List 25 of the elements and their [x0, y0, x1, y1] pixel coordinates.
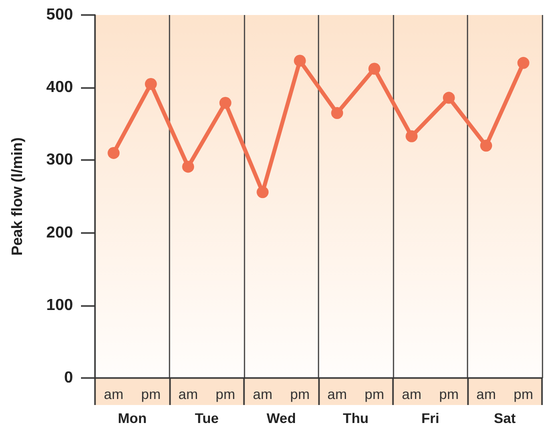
y-tick-label: 400 — [46, 79, 74, 96]
x-tick-label: pm — [290, 386, 310, 402]
y-tick-label: 0 — [64, 370, 74, 386]
x-tick-label: am — [178, 386, 198, 402]
text: Mon — [118, 410, 147, 426]
x-tick-label: am — [402, 386, 422, 402]
x-tick-label: pm — [439, 386, 459, 402]
y-tick-label: 100 — [46, 296, 74, 314]
text: Tue — [194, 410, 219, 426]
y-tick-label: 200 — [46, 224, 74, 242]
x-tick-label: am — [476, 386, 496, 402]
text: Wed — [266, 410, 296, 426]
x-tick-label: am — [104, 386, 124, 402]
y-tick-label: 500 — [46, 6, 74, 24]
y-axis-title: Peak flow (l/min) — [9, 137, 26, 256]
text: Fri — [421, 410, 440, 426]
x-tick-label: pm — [141, 386, 161, 402]
text: Thu — [342, 410, 369, 426]
x-tick-label: pm — [216, 386, 236, 402]
x-tick-label: am — [327, 386, 347, 402]
x-tick-label: pm — [514, 386, 534, 402]
y-tick-label: 300 — [46, 152, 74, 169]
text: Sat — [494, 410, 516, 426]
x-tick-label: am — [252, 386, 272, 402]
x-tick-label: pm — [364, 386, 384, 402]
